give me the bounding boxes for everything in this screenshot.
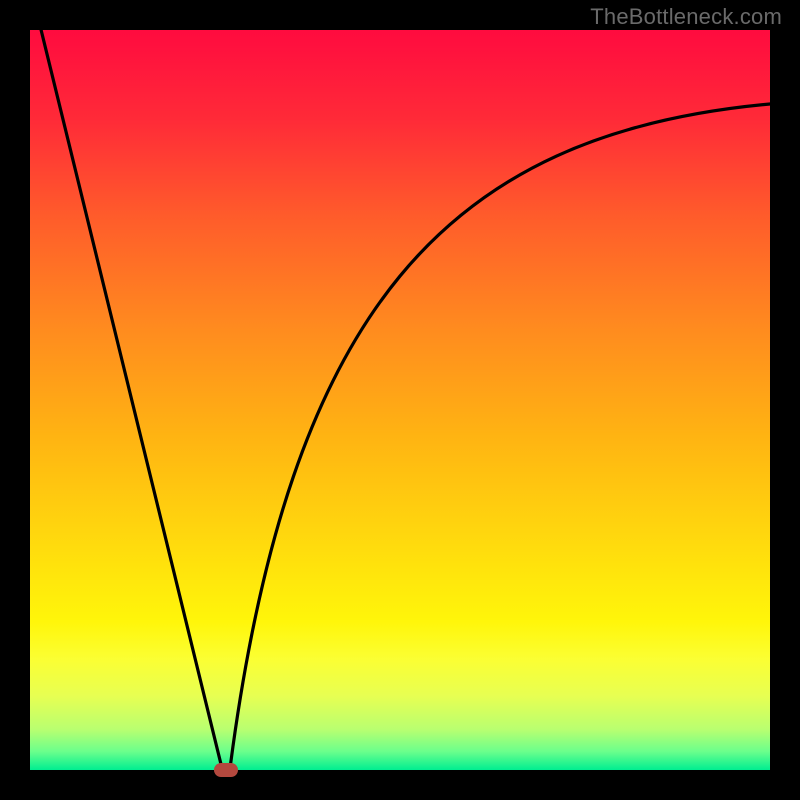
gradient-plot	[30, 30, 770, 770]
notch-marker	[214, 763, 238, 776]
watermark-text: TheBottleneck.com	[590, 4, 782, 30]
gradient-background	[30, 30, 770, 770]
plot-area	[30, 30, 770, 770]
chart-container: TheBottleneck.com	[0, 0, 800, 800]
